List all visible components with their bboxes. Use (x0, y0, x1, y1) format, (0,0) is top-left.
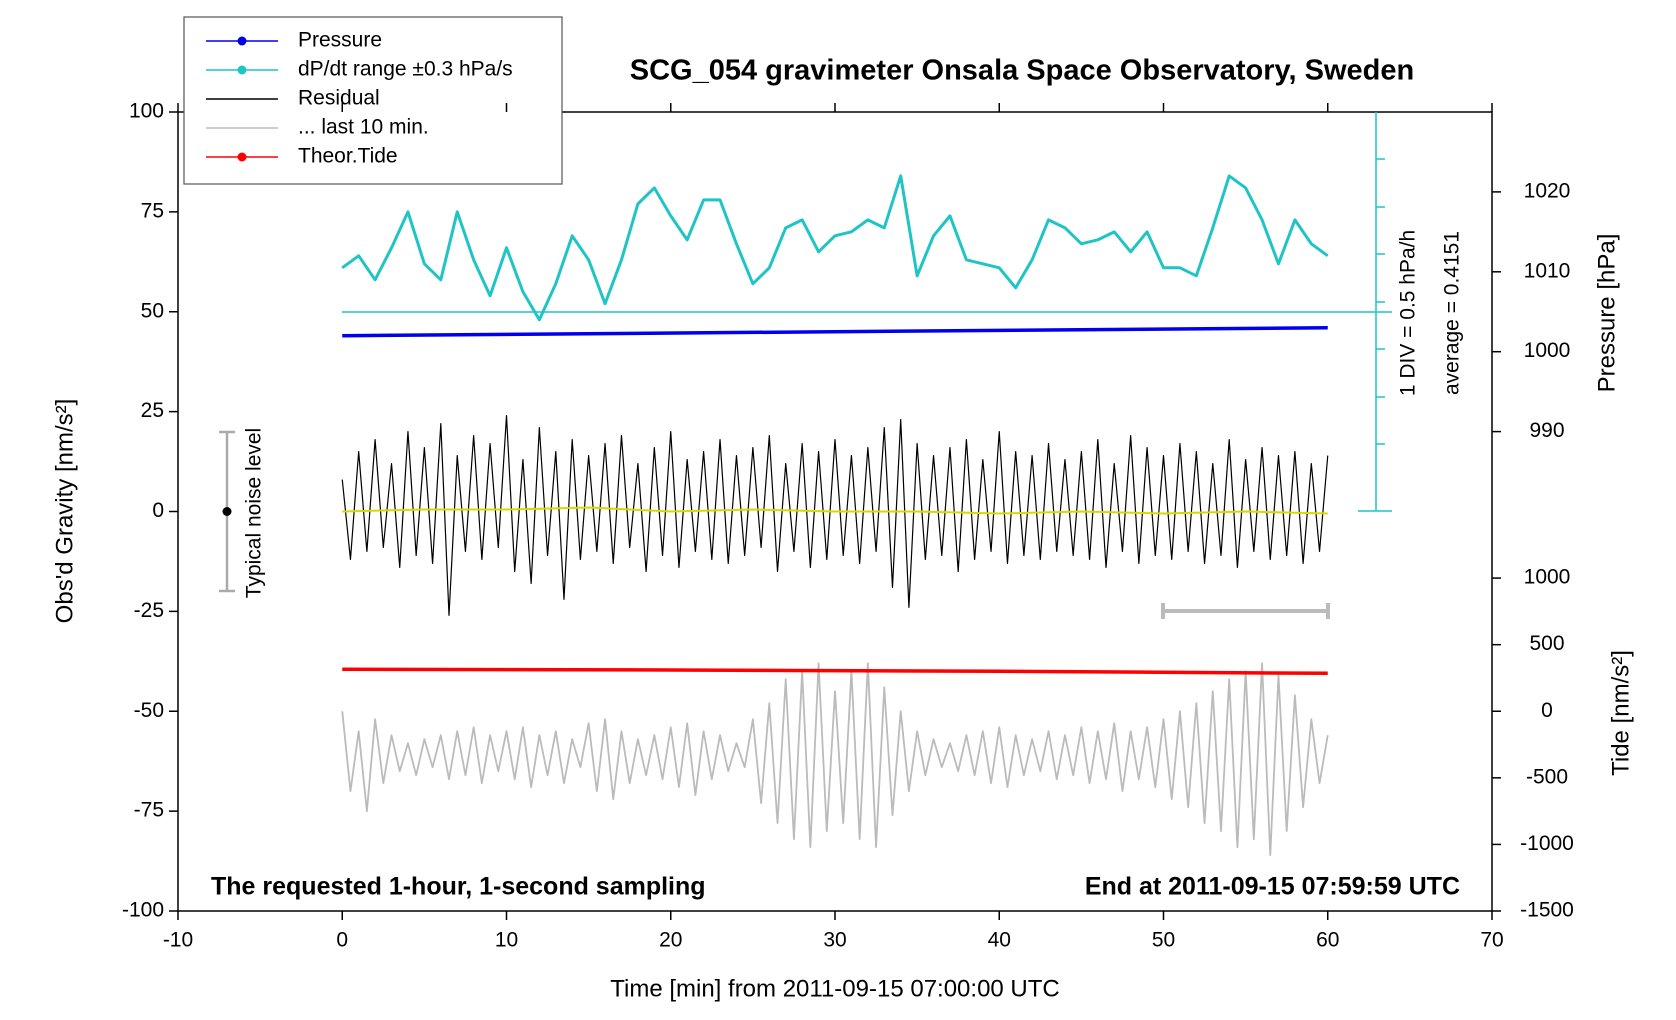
y-tick-label: 100 (129, 100, 164, 123)
series-line (342, 325, 1328, 338)
legend-marker (237, 36, 247, 46)
y-tick-label: -25 (134, 599, 164, 622)
y2-tick-label: 990 (1529, 419, 1564, 442)
series-line (341, 415, 1329, 616)
y2-axis-label: Pressure [hPa] (1593, 234, 1620, 393)
legend-marker (237, 65, 247, 75)
y2-tick-label: 1020 (1524, 179, 1571, 202)
x-tick-label: 30 (823, 929, 846, 952)
series-line (342, 667, 1328, 676)
noise-dot (222, 507, 232, 516)
y-tick-label: 0 (152, 499, 164, 522)
y2-tick-label: 1010 (1524, 259, 1571, 282)
legend-label: ... last 10 min. (298, 116, 429, 139)
legend-marker (237, 152, 247, 162)
annotation: The requested 1-hour, 1-second sampling (211, 873, 706, 901)
series-line (341, 174, 1329, 322)
annotation: 1 DIV = 0.5 hPa/h (1397, 230, 1420, 396)
legend: Pressure dP/dt range ±0.3 hPa/s Residual..… (183, 16, 563, 185)
y3-tick-label: -1500 (1520, 899, 1574, 922)
legend-label: Residual (298, 87, 380, 110)
y3-tick-label: 500 (1529, 632, 1564, 655)
y-tick-label: -50 (134, 699, 164, 722)
x-tick-label: 20 (659, 929, 682, 952)
annotation: Typical noise level (243, 428, 266, 598)
legend-label: Pressure (298, 29, 382, 52)
series-line (341, 662, 1329, 856)
x-tick-label: 50 (1152, 929, 1175, 952)
y-tick-label: -75 (134, 799, 164, 822)
series-line (342, 506, 1328, 515)
y3-tick-label: -500 (1526, 765, 1568, 788)
x-tick-label: 60 (1316, 929, 1339, 952)
chart-title: SCG_054 gravimeter Onsala Space Observat… (630, 55, 1414, 87)
x-tick-label: 40 (988, 929, 1011, 952)
y3-tick-label: 1000 (1524, 566, 1571, 589)
y3-axis-label: Tide [nm/s²] (1607, 650, 1634, 776)
y3-tick-label: 0 (1541, 699, 1553, 722)
scale-bar (1161, 603, 1330, 619)
y-tick-label: -100 (122, 899, 164, 922)
x-axis-label: Time [min] from 2011-09-15 07:00:00 UTC (610, 975, 1060, 1002)
y-tick-label: 75 (141, 199, 164, 222)
x-tick-label: -10 (163, 929, 193, 952)
x-tick-label: 0 (336, 929, 348, 952)
y-tick-label: 25 (141, 399, 164, 422)
legend-label: Theor.Tide (298, 145, 398, 168)
y3-tick-label: -1000 (1520, 832, 1574, 855)
annotation: average = 0.4151 (1441, 231, 1464, 395)
dpdt-scale (342, 112, 1392, 512)
y-tick-label: 50 (141, 299, 164, 322)
annotation: End at 2011-09-15 07:59:59 UTC (1085, 873, 1460, 901)
y2-tick-label: 1000 (1524, 339, 1571, 362)
x-tick-label: 70 (1480, 929, 1503, 952)
legend-label: dP/dt range ±0.3 hPa/s (298, 58, 513, 81)
x-tick-label: 10 (495, 929, 518, 952)
y-axis-label: Obs'd Gravity [nm/s²] (51, 399, 78, 624)
